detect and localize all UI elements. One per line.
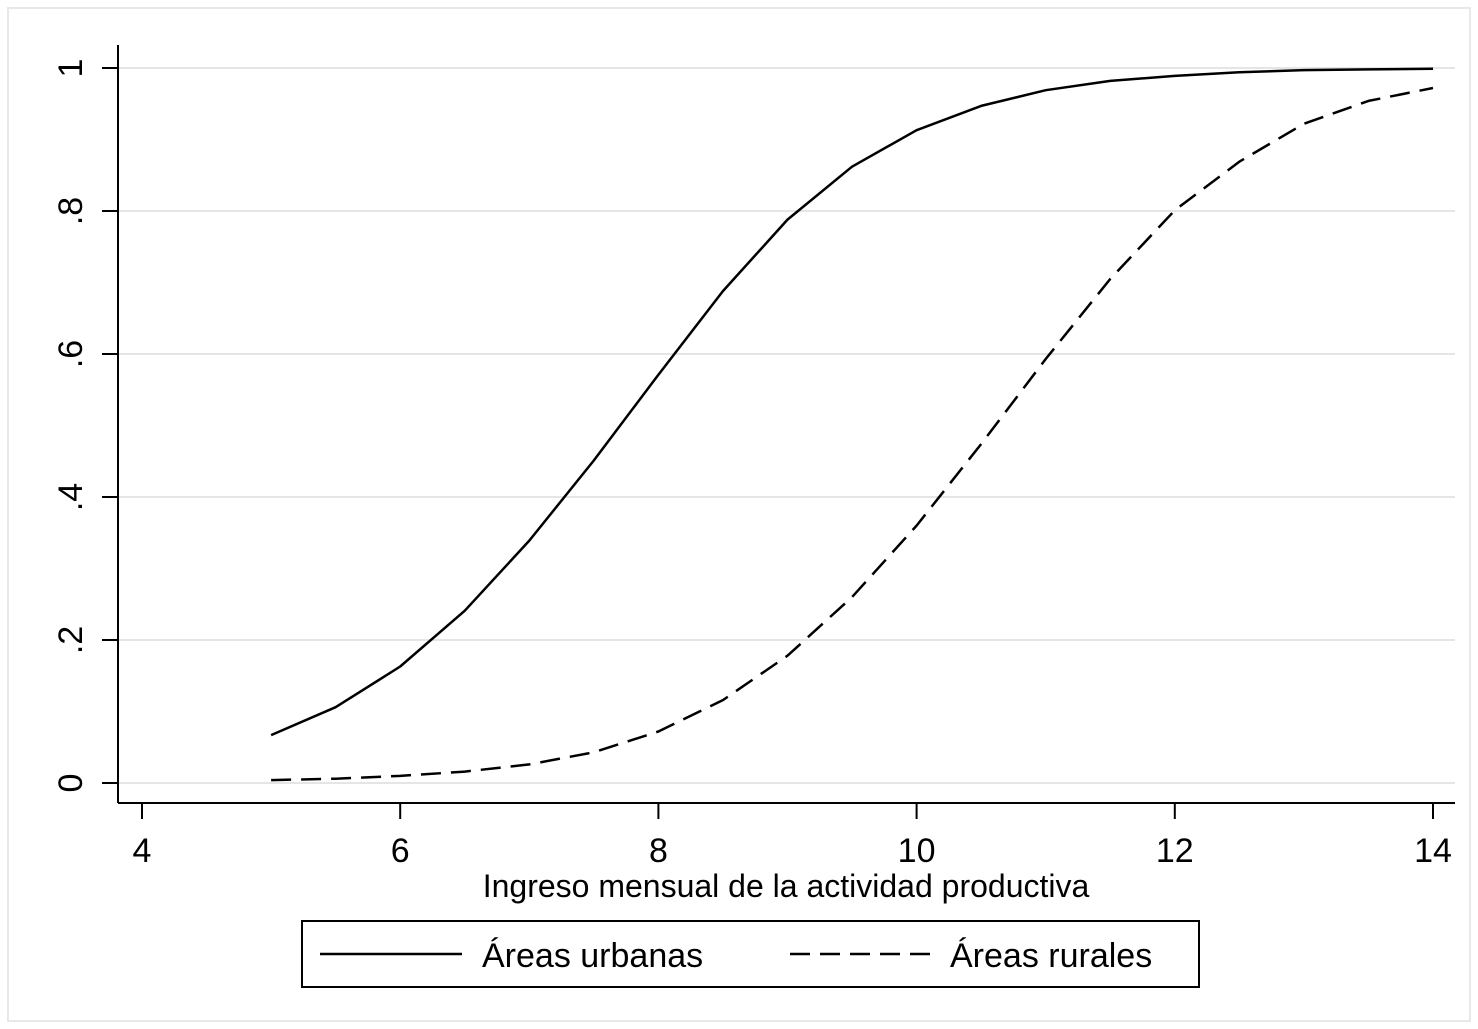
x-tick-label: 12 bbox=[1156, 832, 1194, 870]
x-axis-title: Ingreso mensual de la actividad producti… bbox=[483, 868, 1090, 904]
y-tick-label: 0 bbox=[52, 774, 90, 793]
legend-label: Áreas urbanas bbox=[482, 937, 703, 975]
axes: 0.2.4.6.814 6 8 10 12 14 bbox=[52, 45, 1455, 870]
x-tick-label: 8 bbox=[649, 832, 668, 870]
x-tick-label: 4 bbox=[133, 832, 152, 870]
x-tick-label: 6 bbox=[391, 832, 410, 870]
legend: Áreas urbanas Áreas rurales bbox=[301, 920, 1200, 988]
gridlines bbox=[118, 67, 1455, 784]
x-tick-label: 14 bbox=[1414, 832, 1452, 870]
y-tick-label: .4 bbox=[52, 483, 90, 511]
chart-background bbox=[7, 7, 1471, 1022]
y-tick-label: .2 bbox=[52, 626, 90, 654]
series-lines bbox=[270, 67, 1434, 782]
y-tick-label: 1 bbox=[52, 59, 90, 78]
y-tick-label: .6 bbox=[52, 340, 90, 368]
series-line-urbanas bbox=[270, 67, 1434, 737]
x-tick-label: 10 bbox=[898, 832, 936, 870]
y-tick-label: .8 bbox=[52, 197, 90, 225]
series-line-rurales bbox=[271, 86, 1434, 782]
legend-label: Áreas rurales bbox=[950, 937, 1152, 975]
